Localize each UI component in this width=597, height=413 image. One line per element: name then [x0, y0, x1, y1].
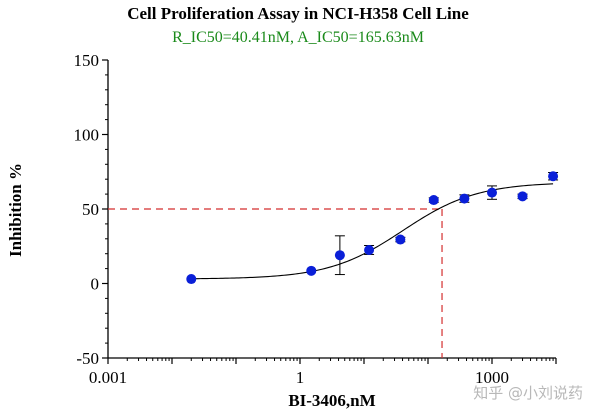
- x-tick-label: 0.001: [89, 368, 127, 387]
- chart-subtitle: R_IC50=40.41nM, A_IC50=165.63nM: [172, 29, 424, 46]
- data-point: [395, 234, 406, 245]
- data-point: [334, 250, 345, 261]
- x-axis-label: BI-3406,nM: [288, 391, 375, 410]
- data-point: [364, 244, 375, 255]
- y-tick-label: 150: [74, 51, 100, 70]
- x-tick-label: 1000: [475, 368, 509, 387]
- chart-title: Cell Proliferation Assay in NCI-H358 Cel…: [127, 4, 469, 23]
- fit-curve: [191, 183, 554, 280]
- plot-area: -50 0 50 100 150 0.001 1 1000: [74, 51, 559, 387]
- y-tick-label: 0: [91, 275, 100, 294]
- y-tick-label: 50: [82, 200, 99, 219]
- y-axis-label: Inhibition %: [6, 163, 25, 257]
- data-point: [517, 191, 528, 202]
- data-point: [548, 171, 559, 182]
- x-tick-label: 1: [296, 368, 305, 387]
- data-point: [186, 274, 197, 285]
- y-tick-label: -50: [76, 349, 99, 368]
- data-point: [459, 193, 470, 204]
- watermark: 知乎 @小刘说药: [473, 384, 583, 402]
- data-point: [487, 187, 497, 198]
- data-point: [306, 265, 317, 276]
- data-point: [428, 195, 439, 206]
- y-tick-label: 100: [74, 126, 100, 145]
